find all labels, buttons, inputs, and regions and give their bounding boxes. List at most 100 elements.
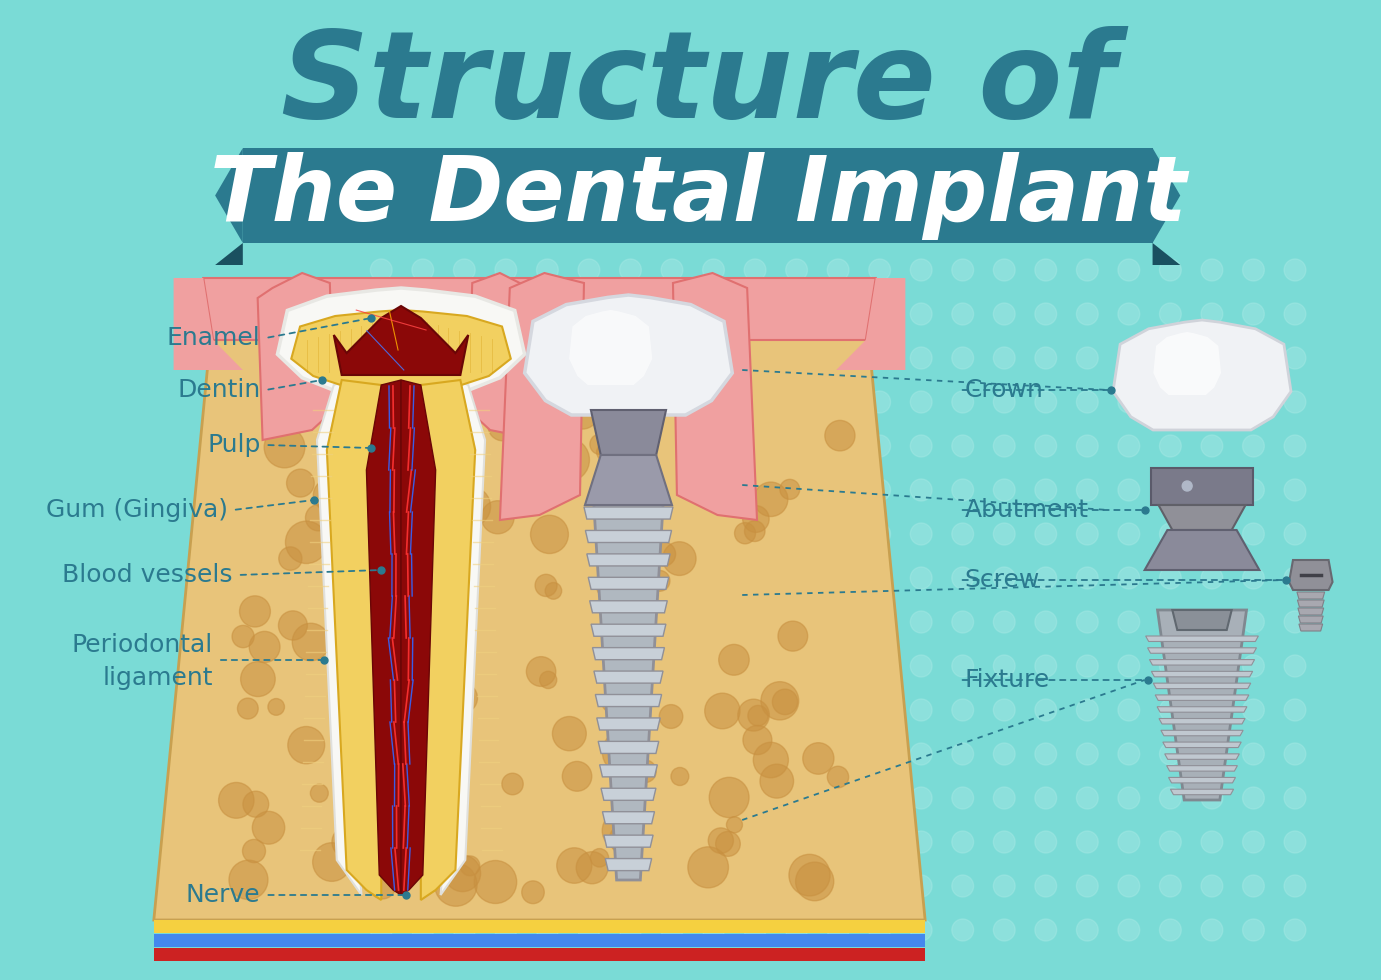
Circle shape [602,811,641,850]
Circle shape [370,611,392,633]
Circle shape [494,259,516,281]
Circle shape [453,303,475,325]
Circle shape [313,479,344,511]
Circle shape [671,767,689,786]
Circle shape [1034,347,1056,369]
Circle shape [609,824,638,854]
Circle shape [453,743,475,765]
Circle shape [1160,259,1181,281]
Circle shape [412,787,434,809]
Circle shape [620,787,641,809]
Polygon shape [400,380,435,895]
Circle shape [412,567,434,589]
Text: Nerve: Nerve [186,883,261,907]
Circle shape [827,303,849,325]
Circle shape [562,761,592,791]
Circle shape [952,523,974,545]
Circle shape [910,347,932,369]
Circle shape [1201,303,1222,325]
Circle shape [360,390,402,431]
Circle shape [453,347,475,369]
Circle shape [1076,699,1098,721]
Polygon shape [278,288,525,390]
Circle shape [661,523,682,545]
Circle shape [370,435,392,457]
Circle shape [1034,831,1056,853]
Circle shape [1034,303,1056,325]
Circle shape [576,852,608,884]
Circle shape [869,479,891,501]
Circle shape [744,699,766,721]
Circle shape [744,831,766,853]
Circle shape [1119,655,1139,677]
Circle shape [494,743,516,765]
Circle shape [703,831,725,853]
Circle shape [661,919,682,941]
Circle shape [708,828,733,854]
Circle shape [993,567,1015,589]
Circle shape [1034,259,1056,281]
Circle shape [1160,567,1181,589]
Circle shape [786,655,808,677]
Circle shape [311,784,329,803]
Circle shape [412,391,434,413]
Circle shape [827,787,849,809]
Circle shape [579,523,599,545]
Circle shape [1076,919,1098,941]
Circle shape [1076,479,1098,501]
Circle shape [453,479,475,501]
Circle shape [1160,391,1181,413]
Circle shape [240,662,275,697]
Circle shape [536,523,558,545]
Circle shape [249,631,280,662]
Circle shape [579,611,599,633]
Circle shape [536,347,558,369]
FancyBboxPatch shape [153,920,925,933]
Circle shape [869,391,891,413]
Circle shape [412,347,434,369]
Polygon shape [590,601,667,612]
Circle shape [331,826,363,858]
Polygon shape [1145,530,1259,570]
Circle shape [412,611,434,633]
Circle shape [704,693,740,729]
Circle shape [744,655,766,677]
Circle shape [1119,919,1139,941]
Circle shape [744,303,766,325]
Circle shape [1284,303,1306,325]
Polygon shape [594,505,663,880]
Circle shape [1243,303,1265,325]
Circle shape [1119,567,1139,589]
Circle shape [661,303,682,325]
Circle shape [786,303,808,325]
Polygon shape [1113,320,1291,430]
Circle shape [494,919,516,941]
Circle shape [1160,303,1181,325]
Polygon shape [588,577,668,589]
Circle shape [993,391,1015,413]
Circle shape [443,761,460,777]
Circle shape [1034,567,1056,589]
Circle shape [952,347,974,369]
Circle shape [286,521,327,564]
Circle shape [389,588,407,607]
Circle shape [412,831,434,853]
Circle shape [494,875,516,897]
Circle shape [305,505,331,531]
Circle shape [744,611,766,633]
Circle shape [952,391,974,413]
Circle shape [370,347,392,369]
Circle shape [494,435,516,457]
Circle shape [688,847,728,888]
Circle shape [786,567,808,589]
Circle shape [436,496,467,527]
Circle shape [1119,743,1139,765]
Circle shape [330,509,360,540]
Circle shape [579,875,599,897]
Polygon shape [599,764,657,777]
Circle shape [703,435,725,457]
Circle shape [1243,787,1265,809]
Circle shape [1201,875,1222,897]
Circle shape [1119,347,1139,369]
Polygon shape [468,273,544,440]
